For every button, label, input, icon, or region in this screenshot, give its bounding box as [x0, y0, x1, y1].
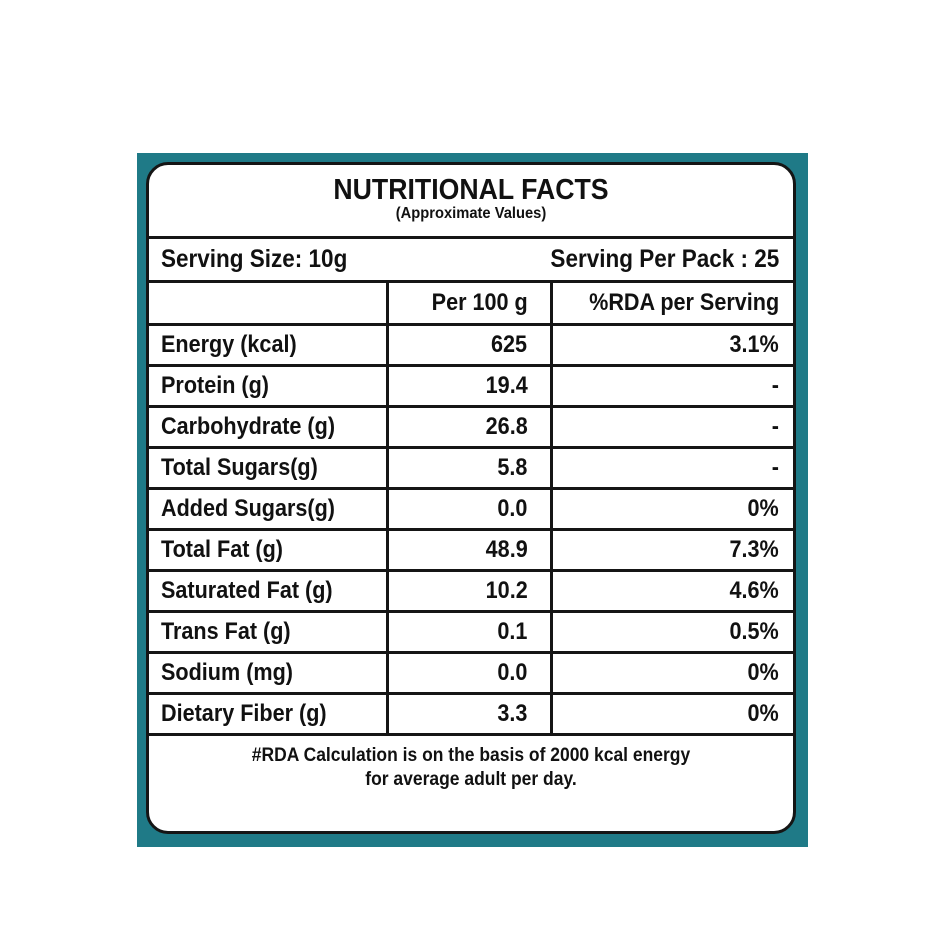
per-100g-value: 0.1: [387, 611, 553, 654]
per-100g-value: 26.8: [387, 406, 553, 449]
per-100g-value: 48.9: [387, 529, 553, 572]
label-subtitle: (Approximate Values): [395, 205, 547, 222]
nutrient-name: Trans Fat (g): [149, 611, 389, 654]
nutrient-name: Dietary Fiber (g): [149, 693, 389, 736]
servings-per-pack: Serving Per Pack : 25: [550, 245, 779, 273]
table-row: Trans Fat (g) 0.1 0.5%: [149, 611, 793, 654]
table-row: Sodium (mg) 0.0 0%: [149, 652, 793, 695]
nutrition-table: Per 100 g %RDA per Serving Energy (kcal)…: [149, 283, 793, 736]
serving-size: Serving Size: 10g: [161, 245, 348, 273]
rda-value: -: [551, 406, 793, 449]
per-100g-value: 0.0: [387, 488, 553, 531]
footnote-line-1: #RDA Calculation is on the basis of 2000…: [251, 744, 691, 766]
nutrient-name: Saturated Fat (g): [149, 570, 389, 613]
per-100g-value: 3.3: [387, 693, 553, 736]
nutrient-name: Total Fat (g): [149, 529, 389, 572]
column-header-rda: %RDA per Serving: [551, 283, 793, 326]
per-100g-value: 19.4: [387, 365, 553, 408]
nutrient-name: Total Sugars(g): [149, 447, 389, 490]
table-row: Total Fat (g) 48.9 7.3%: [149, 529, 793, 572]
rda-value: 0%: [551, 693, 793, 736]
per-100g-value: 625: [387, 324, 553, 367]
rda-value: 0%: [551, 652, 793, 695]
column-header-nutrient: [149, 283, 389, 326]
per-100g-value: 10.2: [387, 570, 553, 613]
per-100g-value: 0.0: [387, 652, 553, 695]
table-row: Saturated Fat (g) 10.2 4.6%: [149, 570, 793, 613]
rda-value: 4.6%: [551, 570, 793, 613]
table-row: Dietary Fiber (g) 3.3 0%: [149, 693, 793, 736]
nutrient-name: Energy (kcal): [149, 324, 389, 367]
title-block: NUTRITIONAL FACTS (Approximate Values): [149, 165, 793, 239]
serving-info-row: Serving Size: 10g Serving Per Pack : 25: [149, 239, 793, 283]
table-row: Total Sugars(g) 5.8-: [149, 447, 793, 490]
per-100g-value: 5.8: [387, 447, 553, 490]
footnote-line-2: for average adult per day.: [365, 768, 577, 790]
nutrient-name: Carbohydrate (g): [149, 406, 389, 449]
rda-value: -: [551, 447, 793, 490]
rda-footnote: #RDA Calculation is on the basis of 2000…: [149, 736, 793, 792]
rda-value: 3.1%: [551, 324, 793, 367]
rda-value: -: [551, 365, 793, 408]
table-row: Protein (g) 19.4-: [149, 365, 793, 408]
table-row: Carbohydrate (g) 26.8-: [149, 406, 793, 449]
nutrient-name: Sodium (mg): [149, 652, 389, 695]
column-header-per-100g: Per 100 g: [387, 283, 553, 326]
rda-value: 7.3%: [551, 529, 793, 572]
table-row: Energy (kcal) 625 3.1%: [149, 324, 793, 367]
table-row: Added Sugars(g) 0.0 0%: [149, 488, 793, 531]
rda-value: 0%: [551, 488, 793, 531]
nutrient-name: Protein (g): [149, 365, 389, 408]
rda-value: 0.5%: [551, 611, 793, 654]
table-header-row: Per 100 g %RDA per Serving: [149, 283, 793, 326]
nutrient-name: Added Sugars(g): [149, 488, 389, 531]
label-title: NUTRITIONAL FACTS: [333, 174, 609, 206]
nutrition-facts-label: NUTRITIONAL FACTS (Approximate Values) S…: [146, 162, 796, 834]
